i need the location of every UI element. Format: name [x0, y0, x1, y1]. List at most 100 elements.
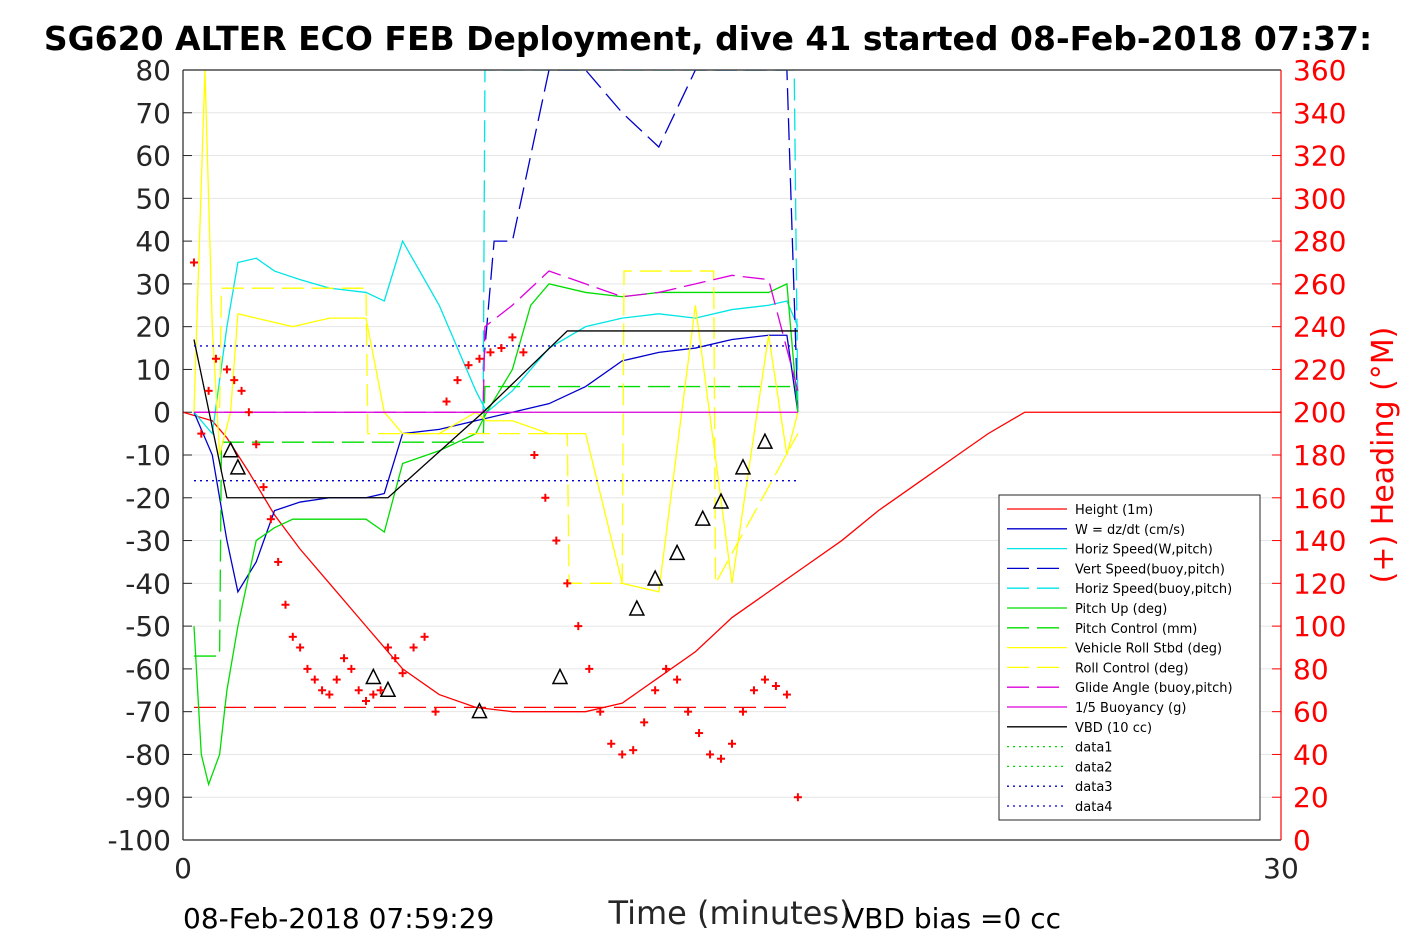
heading-point: [706, 750, 715, 759]
heading-point: [288, 632, 297, 641]
y2-tick-label: 80: [1293, 653, 1329, 686]
heading-point: [266, 515, 275, 524]
y-tick-label: -40: [125, 567, 171, 600]
legend-label: Pitch Control (mm): [1075, 622, 1197, 637]
heading-point: [497, 344, 506, 353]
y2-tick-label: 260: [1293, 268, 1346, 301]
heading-point: [420, 632, 429, 641]
x-tick-label: 0: [174, 852, 192, 885]
heading-point: [383, 643, 392, 652]
heading-point: [211, 354, 220, 363]
series-line: [193, 330, 798, 499]
footer-vbd-bias: VBD bias =0 cc: [845, 902, 1061, 935]
legend-label: Vert Speed(buoy,pitch): [1075, 562, 1225, 577]
y2-tick-label: 20: [1293, 781, 1329, 814]
heading-point: [204, 386, 213, 395]
series-line: [193, 270, 799, 413]
heading-point: [442, 397, 451, 406]
heading-point: [318, 686, 327, 695]
y-tick-label: -90: [125, 781, 171, 814]
heading-point: [552, 536, 561, 545]
legend-label: data2: [1075, 760, 1113, 775]
x-tick-label: 30: [1263, 852, 1299, 885]
heading-point: [607, 739, 616, 748]
heading-point: [237, 386, 246, 395]
heading-point: [369, 690, 378, 699]
heading-point: [717, 754, 726, 763]
depth-marker: [756, 432, 774, 449]
legend-label: 1/5 Buoyancy (g): [1075, 701, 1186, 716]
y2-tick-label: 140: [1293, 525, 1346, 558]
heading-point: [640, 718, 649, 727]
heading-point: [541, 493, 550, 502]
depth-marker: [646, 569, 664, 586]
series-line: [183, 411, 1281, 713]
y2-tick-label: 360: [1293, 54, 1346, 87]
y-tick-label: -20: [125, 482, 171, 515]
depth-marker: [734, 458, 752, 475]
y-tick-label: -100: [107, 824, 171, 857]
heading-point: [673, 675, 682, 684]
heading-point: [728, 739, 736, 748]
heading-point: [197, 429, 206, 438]
depth-marker: [694, 509, 711, 526]
y-tick-label: 0: [153, 396, 171, 429]
legend-label: Roll Control (deg): [1075, 661, 1189, 676]
series-line: [193, 385, 798, 657]
legend-label: Height (1m): [1075, 503, 1153, 518]
depth-marker: [668, 543, 686, 561]
heading-point: [244, 408, 253, 417]
y2-tick-label: 240: [1293, 311, 1346, 344]
y-tick-label: 10: [135, 353, 171, 386]
heading-point: [530, 451, 539, 459]
legend-label: Horiz Speed(buoy,pitch): [1075, 582, 1232, 597]
footer-timestamp: 08-Feb-2018 07:59:29: [183, 902, 494, 935]
legend-label: Glide Angle (buoy,pitch): [1075, 681, 1233, 696]
heading-point: [222, 365, 231, 374]
depth-marker: [712, 492, 730, 509]
heading-point: [189, 258, 198, 267]
heading-point: [310, 675, 319, 684]
y-tick-label: 50: [135, 182, 171, 215]
heading-point: [684, 707, 693, 716]
data-layer: [183, 70, 1281, 802]
y2-tick-label: 40: [1293, 738, 1329, 771]
heading-point: [519, 348, 528, 357]
heading-point: [651, 686, 660, 695]
y2-tick-label: 340: [1293, 97, 1346, 130]
heading-point: [618, 750, 627, 759]
heading-point: [259, 483, 268, 492]
heading-point: [376, 686, 385, 695]
legend-label: Pitch Up (deg): [1075, 602, 1167, 617]
heading-point: [508, 333, 517, 342]
y-tick-label: -60: [125, 653, 171, 686]
y-tick-label: -70: [125, 696, 171, 729]
heading-point: [362, 696, 370, 705]
heading-point: [738, 707, 747, 716]
series-line: [193, 239, 799, 436]
heading-point: [585, 664, 594, 673]
heading-point: [486, 348, 495, 357]
heading-point: [391, 654, 400, 663]
y2-tick-label: 300: [1293, 182, 1346, 215]
legend-label: Vehicle Roll Stbd (deg): [1075, 642, 1222, 657]
depth-marker: [229, 458, 247, 475]
y-tick-label: -80: [125, 738, 171, 771]
y2-tick-label: 320: [1293, 140, 1346, 173]
heading-point: [662, 664, 671, 673]
legend-label: VBD (10 cc): [1075, 721, 1152, 736]
legend-label: data4: [1075, 800, 1113, 815]
depth-marker: [222, 441, 239, 458]
series-line: [193, 270, 799, 586]
heading-point: [274, 557, 283, 566]
series-line: [482, 70, 799, 413]
y2-tick-label: 200: [1293, 396, 1346, 429]
heading-point: [563, 579, 572, 588]
y-tick-label: 40: [135, 225, 171, 258]
heading-point: [760, 675, 769, 684]
heading-point: [340, 654, 349, 663]
y2-axis-label: (+) Heading (°M): [1366, 327, 1401, 584]
y-tick-label: 70: [135, 97, 171, 130]
depth-marker: [471, 701, 488, 719]
